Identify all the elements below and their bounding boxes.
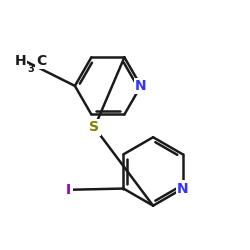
Text: N: N (135, 79, 147, 93)
Text: H: H (14, 54, 26, 68)
Text: N: N (177, 182, 188, 196)
Text: C: C (36, 54, 46, 68)
Text: S: S (90, 120, 100, 134)
Text: I: I (66, 183, 71, 197)
Text: 3: 3 (27, 64, 34, 74)
